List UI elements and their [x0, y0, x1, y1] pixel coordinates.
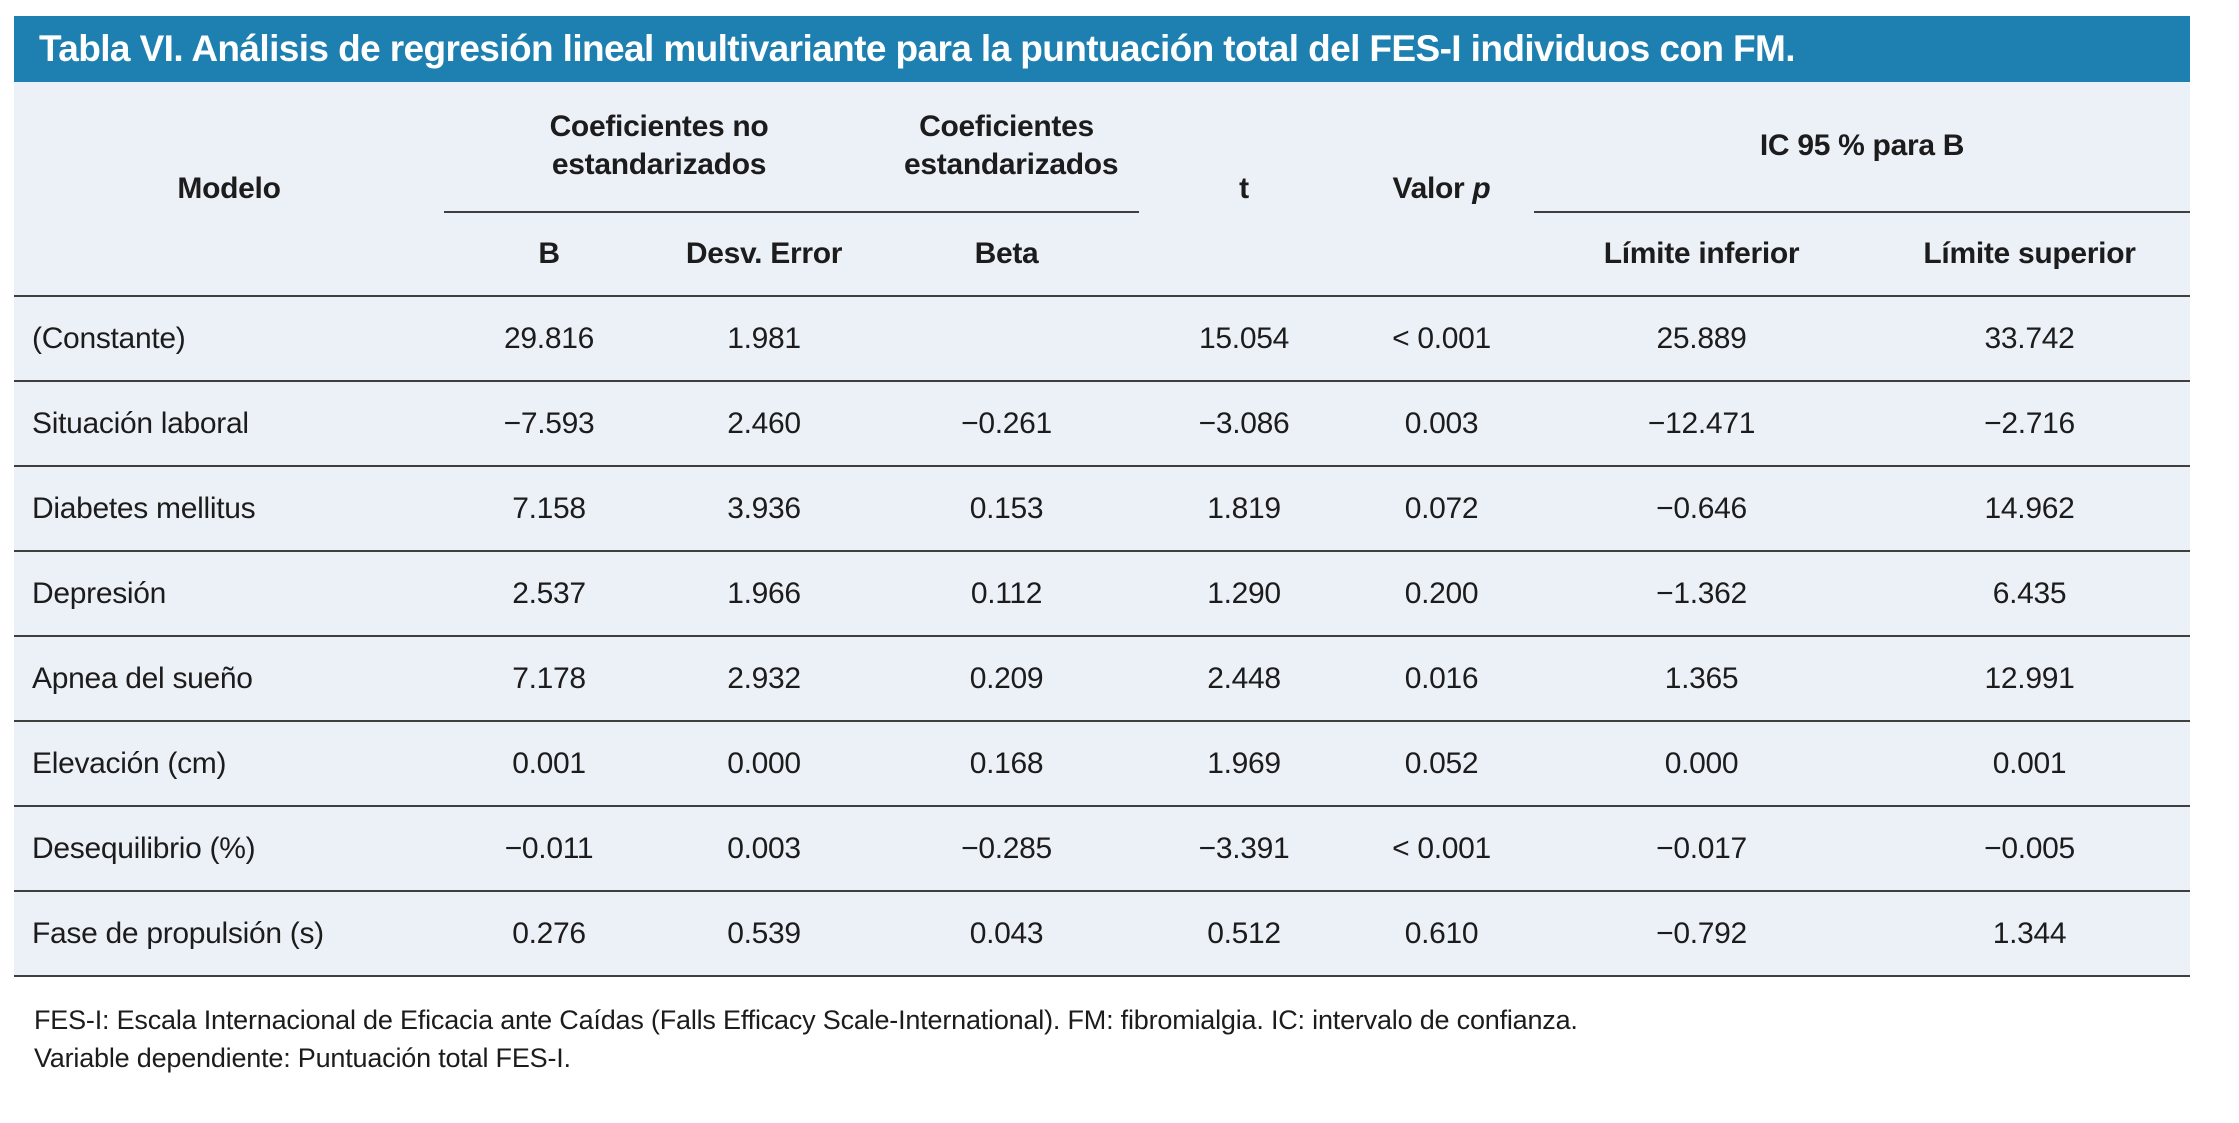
cell-b: 0.276	[444, 891, 654, 977]
table-figure: Tabla VI. Análisis de regresión lineal m…	[14, 16, 2190, 1077]
cell-b: 29.816	[444, 296, 654, 382]
cell-beta: 0.043	[874, 891, 1139, 977]
cell-limite-inferior: 25.889	[1534, 296, 1869, 382]
col-header-desv-error: Desv. Error	[654, 212, 874, 297]
cell-limite-inferior: −0.017	[1534, 806, 1869, 892]
col-header-beta: Beta	[874, 212, 1139, 297]
cell-model-label: Situación laboral	[14, 381, 444, 467]
cell-b: 0.001	[444, 721, 654, 807]
col-header-limite-superior: Límite superior	[1869, 212, 2190, 297]
col-header-limite-inferior: Límite inferior	[1534, 212, 1869, 297]
cell-valor-p: 0.052	[1349, 721, 1534, 807]
group-header-standardized: Coeficientes estandarizados	[874, 82, 1139, 213]
cell-limite-superior: −2.716	[1869, 381, 2190, 467]
cell-beta: 0.153	[874, 466, 1139, 552]
col-header-modelo: Modelo	[14, 82, 444, 297]
table-title: Tabla VI. Análisis de regresión lineal m…	[39, 28, 1796, 69]
cell-valor-p: 0.610	[1349, 891, 1534, 977]
valor-p-symbol: p	[1472, 171, 1491, 205]
cell-beta	[874, 296, 1139, 382]
group-header-ic95: IC 95 % para B	[1534, 82, 2190, 213]
cell-model-label: Desequilibrio (%)	[14, 806, 444, 892]
cell-b: −7.593	[444, 381, 654, 467]
table-row: Situación laboral −7.593 2.460 −0.261 −3…	[14, 381, 2190, 467]
cell-t: −3.391	[1139, 806, 1349, 892]
cell-desv-error: 2.932	[654, 636, 874, 722]
cell-beta: −0.285	[874, 806, 1139, 892]
table-row: Elevación (cm) 0.001 0.000 0.168 1.969 0…	[14, 721, 2190, 807]
cell-model-label: Elevación (cm)	[14, 721, 444, 807]
cell-valor-p: < 0.001	[1349, 296, 1534, 382]
cell-limite-inferior: −12.471	[1534, 381, 1869, 467]
cell-desv-error: 0.000	[654, 721, 874, 807]
table-row: (Constante) 29.816 1.981 15.054 < 0.001 …	[14, 296, 2190, 382]
footnotes: FES-I: Escala Internacional de Eficacia …	[14, 1001, 2190, 1077]
cell-desv-error: 2.460	[654, 381, 874, 467]
col-header-t: t	[1139, 82, 1349, 297]
cell-beta: 0.209	[874, 636, 1139, 722]
footnote-dependent-variable: Variable dependiente: Puntuación total F…	[34, 1043, 571, 1073]
cell-desv-error: 1.981	[654, 296, 874, 382]
cell-desv-error: 0.003	[654, 806, 874, 892]
cell-limite-inferior: 0.000	[1534, 721, 1869, 807]
cell-limite-superior: −0.005	[1869, 806, 2190, 892]
regression-table: Modelo Coeficientes no estandarizados Co…	[14, 82, 2190, 977]
col-header-b: B	[444, 212, 654, 297]
table-row: Fase de propulsión (s) 0.276 0.539 0.043…	[14, 891, 2190, 977]
cell-limite-superior: 6.435	[1869, 551, 2190, 637]
table-row: Diabetes mellitus 7.158 3.936 0.153 1.81…	[14, 466, 2190, 552]
table-row: Apnea del sueño 7.178 2.932 0.209 2.448 …	[14, 636, 2190, 722]
cell-beta: 0.168	[874, 721, 1139, 807]
cell-limite-superior: 12.991	[1869, 636, 2190, 722]
cell-valor-p: 0.003	[1349, 381, 1534, 467]
cell-b: 7.158	[444, 466, 654, 552]
table-title-bar: Tabla VI. Análisis de regresión lineal m…	[14, 16, 2190, 82]
cell-desv-error: 0.539	[654, 891, 874, 977]
cell-limite-inferior: 1.365	[1534, 636, 1869, 722]
cell-model-label: Apnea del sueño	[14, 636, 444, 722]
cell-t: 0.512	[1139, 891, 1349, 977]
table-row: Depresión 2.537 1.966 0.112 1.290 0.200 …	[14, 551, 2190, 637]
cell-valor-p: 0.016	[1349, 636, 1534, 722]
cell-limite-inferior: −0.792	[1534, 891, 1869, 977]
cell-model-label: Fase de propulsión (s)	[14, 891, 444, 977]
cell-model-label: (Constante)	[14, 296, 444, 382]
cell-valor-p: 0.200	[1349, 551, 1534, 637]
cell-model-label: Diabetes mellitus	[14, 466, 444, 552]
cell-t: −3.086	[1139, 381, 1349, 467]
cell-b: 7.178	[444, 636, 654, 722]
cell-limite-superior: 1.344	[1869, 891, 2190, 977]
cell-b: 2.537	[444, 551, 654, 637]
table-row: Desequilibrio (%) −0.011 0.003 −0.285 −3…	[14, 806, 2190, 892]
cell-beta: 0.112	[874, 551, 1139, 637]
group-header-row: Modelo Coeficientes no estandarizados Co…	[14, 82, 2190, 297]
cell-valor-p: 0.072	[1349, 466, 1534, 552]
table-body: (Constante) 29.816 1.981 15.054 < 0.001 …	[14, 296, 2190, 977]
cell-t: 1.819	[1139, 466, 1349, 552]
col-header-valor-p: Valor p	[1349, 82, 1534, 297]
cell-t: 15.054	[1139, 296, 1349, 382]
cell-limite-superior: 33.742	[1869, 296, 2190, 382]
cell-t: 2.448	[1139, 636, 1349, 722]
footnote-abbreviations: FES-I: Escala Internacional de Eficacia …	[34, 1005, 1578, 1035]
cell-b: −0.011	[444, 806, 654, 892]
group-header-unstandardized: Coeficientes no estandarizados	[444, 82, 874, 213]
cell-limite-inferior: −0.646	[1534, 466, 1869, 552]
cell-t: 1.969	[1139, 721, 1349, 807]
cell-limite-superior: 14.962	[1869, 466, 2190, 552]
cell-desv-error: 1.966	[654, 551, 874, 637]
cell-desv-error: 3.936	[654, 466, 874, 552]
sub-header-row: B Desv. Error Beta Límite inferior Límit…	[14, 212, 2190, 297]
cell-limite-inferior: −1.362	[1534, 551, 1869, 637]
cell-t: 1.290	[1139, 551, 1349, 637]
cell-limite-superior: 0.001	[1869, 721, 2190, 807]
valor-p-prefix: Valor	[1392, 171, 1465, 205]
cell-valor-p: < 0.001	[1349, 806, 1534, 892]
table-header: Modelo Coeficientes no estandarizados Co…	[14, 82, 2190, 297]
cell-beta: −0.261	[874, 381, 1139, 467]
cell-model-label: Depresión	[14, 551, 444, 637]
